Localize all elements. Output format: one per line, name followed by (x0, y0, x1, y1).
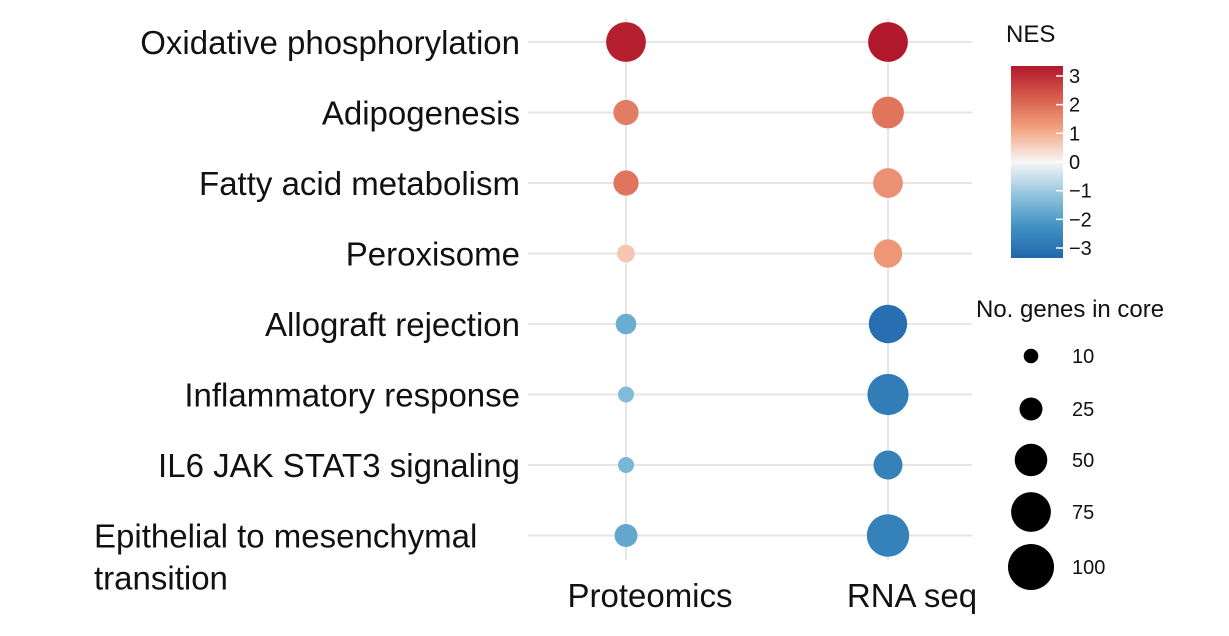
nes-tick-label: −2 (1069, 209, 1092, 231)
size-legend-label-10: 10 (1072, 346, 1094, 368)
nes-colorbar (1011, 66, 1063, 258)
pathway-label-line: transition (94, 560, 228, 597)
dot-proteomics-allograft-rejection (615, 313, 637, 335)
dot-rna-seq-allograft-rejection (868, 304, 908, 344)
pathway-label-il6-jak-stat3-signaling: IL6 JAK STAT3 signaling (158, 447, 520, 484)
pathway-label-epithelial-to-mesenchymal-transition: Epithelial to mesenchymal transition (94, 518, 477, 597)
column-labels: Proteomics RNA seq (567, 577, 977, 614)
dot-proteomics-epithelial-to-mesenchymal-transition (614, 524, 638, 547)
pathway-label-adipogenesis: Adipogenesis (322, 95, 520, 132)
dot-rna-seq-adipogenesis (872, 96, 904, 129)
pathway-label-line: Epithelial to mesenchymal (94, 518, 477, 555)
dot-rna-seq-oxidative-phosphorylation (868, 22, 908, 62)
grid-lines (528, 18, 972, 560)
size-legend-title: No. genes in core (976, 296, 1164, 323)
column-label-proteomics: Proteomics (567, 577, 732, 614)
pathway-label-oxidative-phosphorylation: Oxidative phosphorylation (140, 24, 520, 61)
pathway-label-allograft-rejection: Allograft rejection (265, 306, 520, 343)
size-legend-dot-25 (1019, 397, 1043, 421)
dot-proteomics-inflammatory-response (618, 386, 634, 403)
pathway-labels: Oxidative phosphorylation Adipogenesis Fat… (94, 24, 520, 597)
nes-tick-label: −3 (1069, 238, 1092, 260)
dots (606, 22, 910, 557)
pathway-label-fatty-acid-metabolism: Fatty acid metabolism (199, 165, 520, 202)
column-label-rna-seq: RNA seq (847, 577, 977, 614)
size-legend-dot-75 (1011, 492, 1051, 532)
nes-legend-title: NES (1006, 21, 1055, 48)
dot-proteomics-peroxisome (617, 244, 635, 263)
size-legend-dot-100 (1008, 544, 1054, 590)
nes-tick-label: 1 (1069, 123, 1080, 145)
pathway-label-peroxisome: Peroxisome (346, 236, 520, 273)
dot-proteomics-fatty-acid-metabolism (613, 170, 639, 196)
nes-tick-label: 3 (1069, 66, 1080, 88)
nes-tick-label: 0 (1069, 152, 1080, 174)
dot-proteomics-il6-jak-stat3-signaling (618, 457, 634, 473)
pathway-label-inflammatory-response: Inflammatory response (184, 377, 520, 414)
dot-rna-seq-peroxisome (873, 239, 903, 268)
nes-tick-label: 2 (1069, 95, 1080, 117)
nes-tick-label: −1 (1069, 181, 1092, 203)
dot-proteomics-oxidative-phosphorylation (606, 22, 646, 62)
size-legend-label-100: 100 (1072, 557, 1105, 579)
size-legend-label-50: 50 (1072, 450, 1094, 472)
size-legend-label-25: 25 (1072, 399, 1094, 421)
dot-proteomics-adipogenesis (613, 99, 639, 126)
dot-rna-seq-epithelial-to-mesenchymal-transition (866, 514, 910, 557)
size-legend-label-75: 75 (1072, 502, 1094, 524)
dot-rna-seq-fatty-acid-metabolism (873, 168, 903, 198)
dot-rna-seq-inflammatory-response (867, 373, 909, 416)
size-legend-dot-10 (1023, 348, 1039, 364)
size-legend-dot-50 (1014, 443, 1048, 477)
dot-rna-seq-il6-jak-stat3-signaling (873, 450, 903, 480)
